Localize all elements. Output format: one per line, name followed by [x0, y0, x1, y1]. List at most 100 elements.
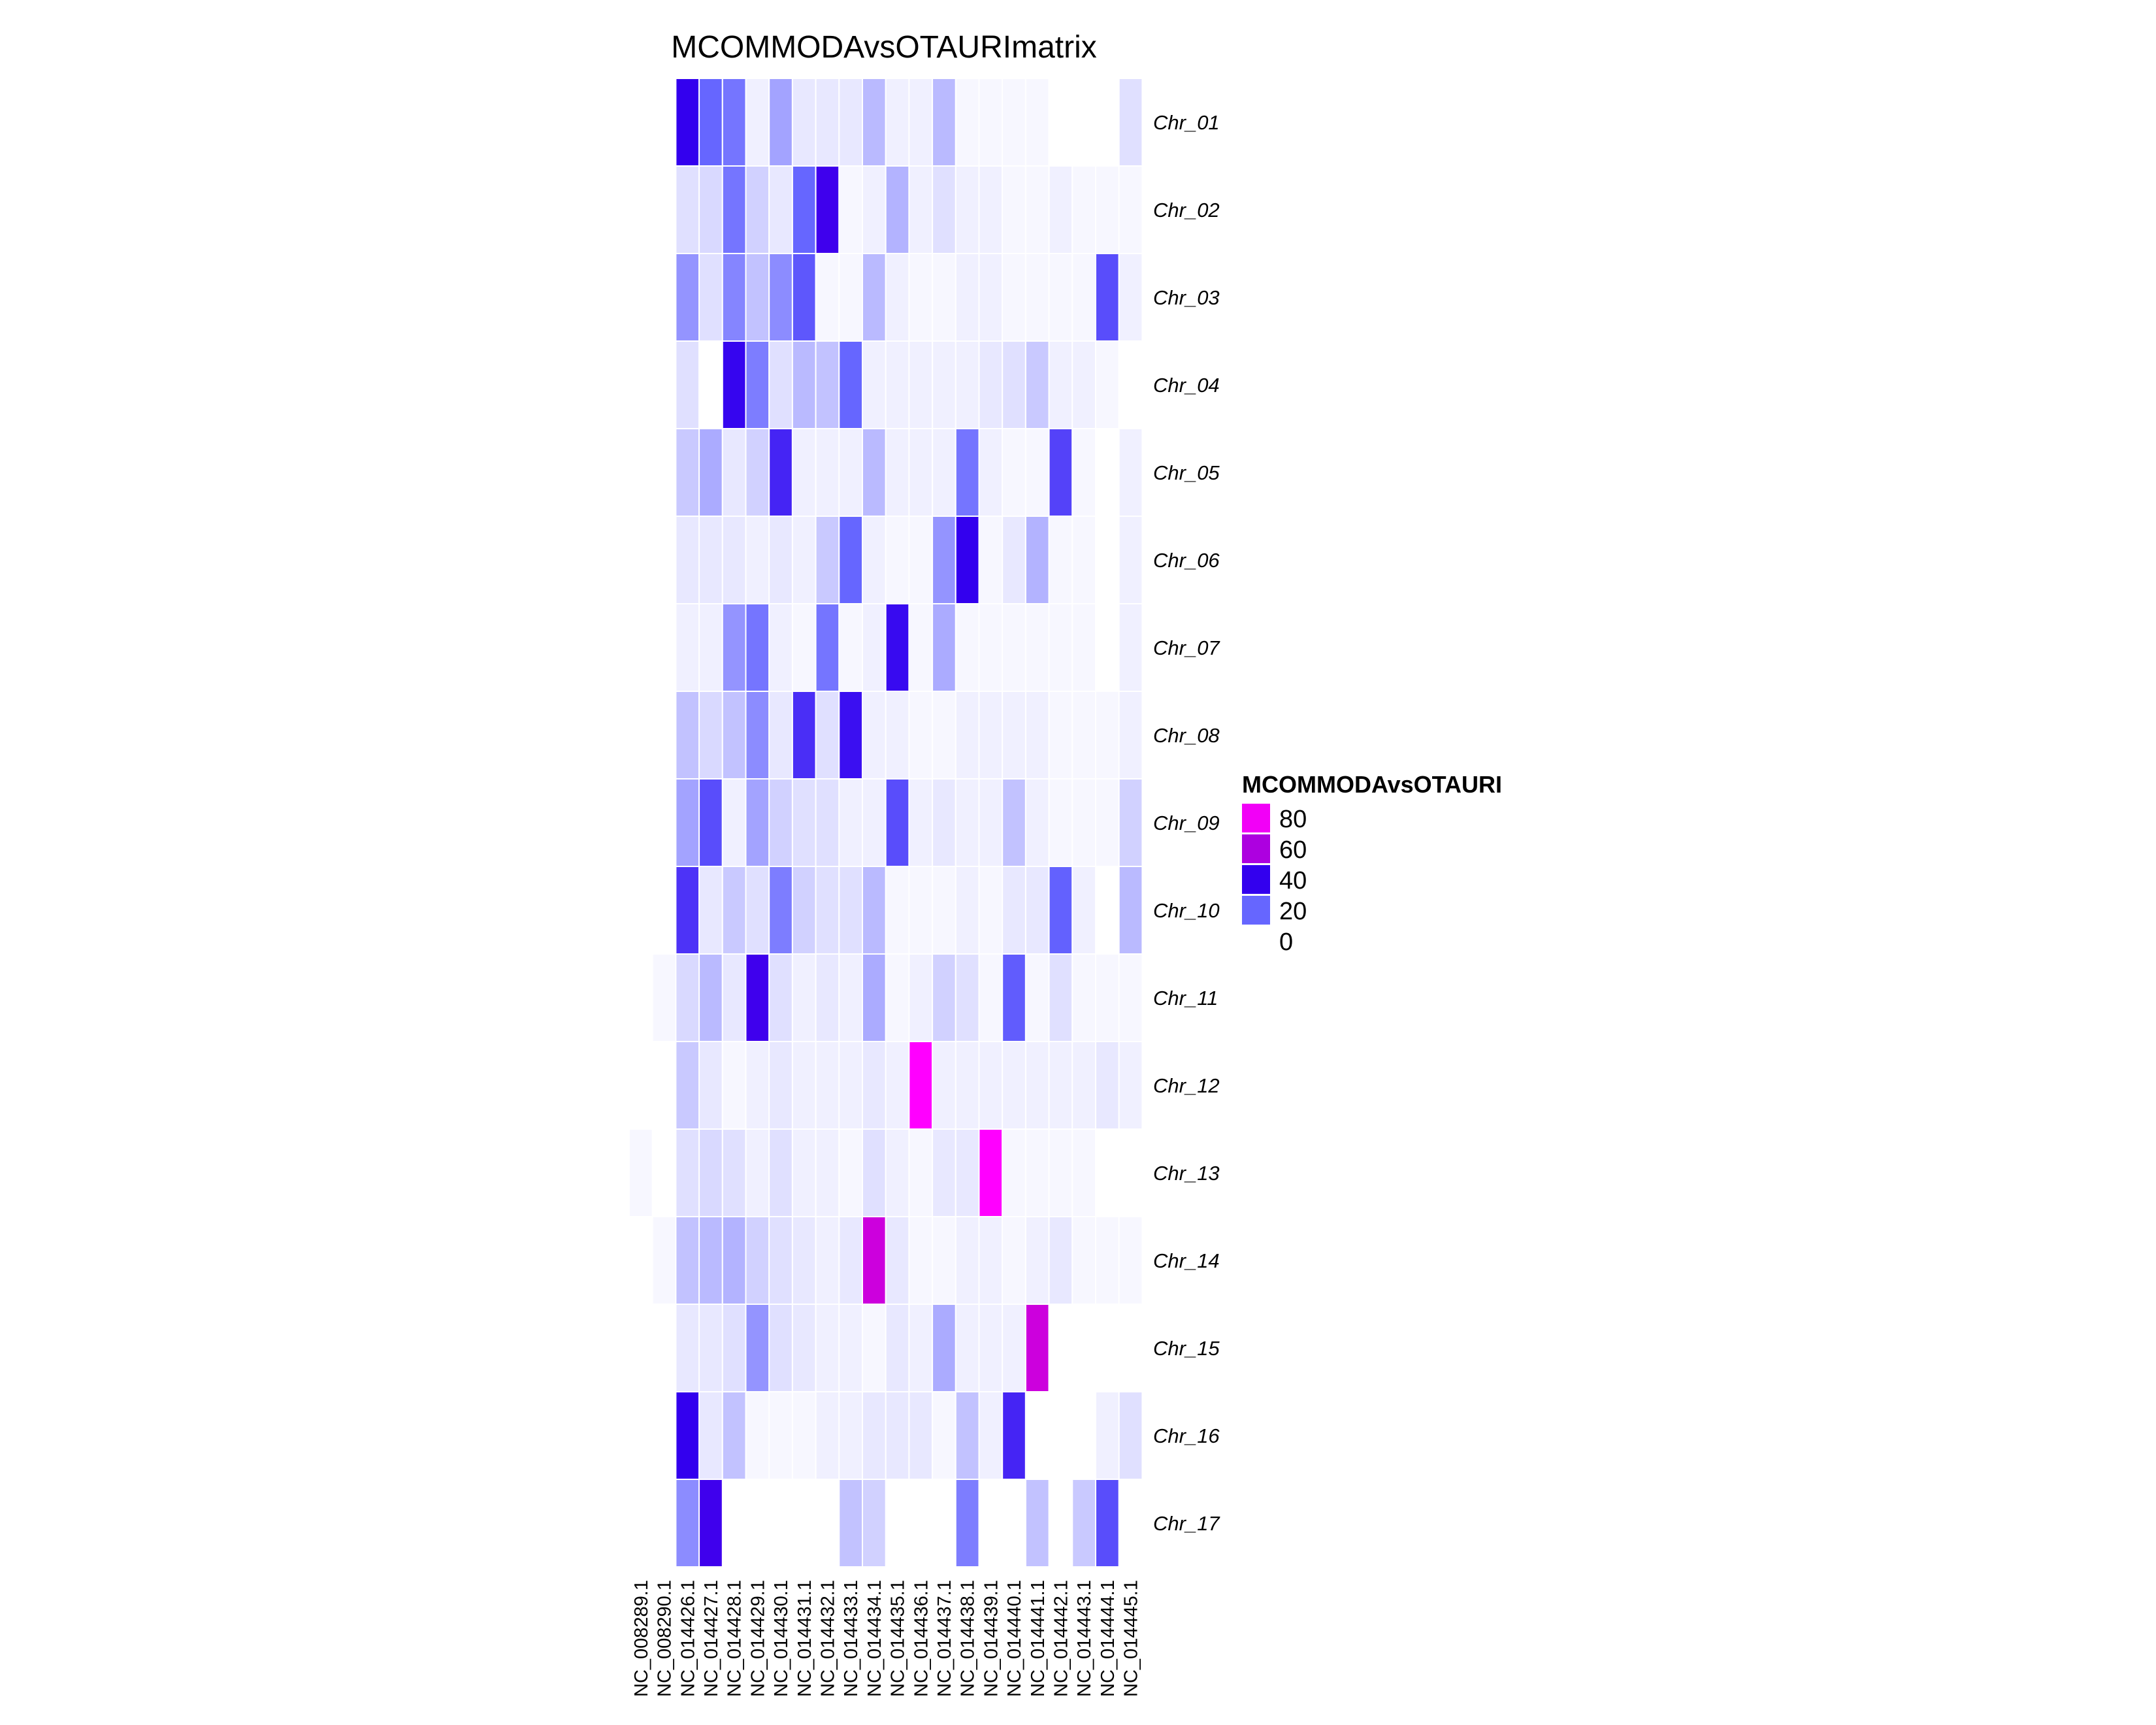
heatmap-cell — [721, 866, 747, 955]
heatmap-cell — [1002, 1216, 1026, 1305]
heatmap-cell — [651, 1216, 677, 1305]
heatmap-cell — [932, 778, 956, 867]
heatmap-cell — [1048, 1216, 1073, 1305]
heatmap-cell — [1095, 1304, 1120, 1392]
heatmap-cell — [1071, 691, 1097, 780]
heatmap-cell — [698, 1391, 723, 1480]
heatmap-cell — [838, 866, 864, 955]
heatmap-cell — [675, 953, 700, 1042]
heatmap-cell — [815, 516, 840, 604]
heatmap-cell — [885, 1304, 910, 1392]
heatmap-cell — [815, 953, 840, 1042]
heatmap-cell — [1071, 253, 1097, 342]
heatmap-cell — [838, 1479, 864, 1568]
heatmap-cell — [1095, 603, 1120, 692]
heatmap-cell — [838, 953, 864, 1042]
heatmap-cell — [955, 165, 980, 254]
heatmap-cell — [815, 340, 840, 429]
heatmap-cell — [862, 1304, 887, 1392]
heatmap-cell — [908, 953, 934, 1042]
heatmap-cell — [1071, 428, 1097, 517]
heatmap-cell — [1118, 953, 1143, 1042]
heatmap-cell — [1095, 1128, 1120, 1217]
heatmap-cell — [1095, 428, 1120, 517]
heatmap-cell — [908, 428, 934, 517]
heatmap-cell — [955, 866, 980, 955]
column-label: NC_014431.1 — [794, 1580, 815, 1697]
heatmap-cell — [1002, 866, 1026, 955]
heatmap-cell — [745, 953, 770, 1042]
heatmap-cell — [1095, 866, 1120, 955]
heatmap-cell — [698, 953, 723, 1042]
heatmap-cell — [768, 1041, 793, 1130]
heatmap-cell — [1002, 778, 1026, 867]
heatmap-cell — [1048, 1391, 1073, 1480]
row-label: Chr_11 — [1153, 987, 1218, 1010]
row-label: Chr_17 — [1153, 1512, 1220, 1535]
row-label: Chr_09 — [1153, 812, 1220, 834]
heatmap-cell — [1095, 1216, 1120, 1305]
heatmap-cell — [908, 1391, 934, 1480]
heatmap-cell — [932, 1391, 956, 1480]
heatmap-cell — [862, 1216, 887, 1305]
heatmap-cell — [768, 340, 793, 429]
heatmap-cell — [768, 603, 793, 692]
column-label: NC_014426.1 — [678, 1580, 698, 1697]
heatmap-cell — [908, 1041, 934, 1130]
color-legend: MCOMMODAvsOTAURI 80 60 40 20 0 — [1242, 771, 1502, 956]
heatmap-cell — [721, 953, 747, 1042]
heatmap-cell — [885, 340, 910, 429]
heatmap-cell — [932, 428, 956, 517]
heatmap-cell — [745, 78, 770, 167]
heatmap-cell — [885, 691, 910, 780]
row-label: Chr_06 — [1153, 549, 1220, 572]
heatmap-cell — [932, 603, 956, 692]
heatmap-cell — [978, 1304, 1004, 1392]
heatmap-cell — [721, 78, 747, 167]
heatmap-cell — [791, 1216, 817, 1305]
heatmap-cell — [721, 603, 747, 692]
heatmap-cell — [955, 1304, 980, 1392]
heatmap-cell — [1024, 1216, 1050, 1305]
heatmap-cell — [908, 866, 934, 955]
heatmap-cell — [698, 1216, 723, 1305]
heatmap-cell — [955, 1128, 980, 1217]
heatmap-cell — [862, 165, 887, 254]
heatmap-cell — [1071, 1041, 1097, 1130]
heatmap-cell — [908, 1216, 934, 1305]
heatmap-cell — [1118, 165, 1143, 254]
heatmap-cell — [838, 603, 864, 692]
heatmap-cell — [815, 165, 840, 254]
heatmap-cell — [1048, 340, 1073, 429]
heatmap-cell — [1095, 691, 1120, 780]
heatmap-cell — [862, 691, 887, 780]
heatmap-cell — [1048, 165, 1073, 254]
column-label: NC_014438.1 — [958, 1580, 979, 1697]
heatmap-cell — [675, 1216, 700, 1305]
heatmap-cell — [1118, 253, 1143, 342]
heatmap-cell — [791, 253, 817, 342]
heatmap-cell — [791, 778, 817, 867]
column-label: NC_014445.1 — [1121, 1580, 1142, 1697]
chart-title: MCOMMODAvsOTAURImatrix — [671, 30, 1097, 65]
heatmap-cell — [1002, 1128, 1026, 1217]
column-label: NC_014443.1 — [1074, 1580, 1095, 1697]
heatmap-cell — [698, 253, 723, 342]
heatmap-cell — [862, 428, 887, 517]
heatmap-cell — [1118, 866, 1143, 955]
heatmap-cell — [885, 1128, 910, 1217]
heatmap-cell — [885, 428, 910, 517]
heatmap-cell — [721, 1304, 747, 1392]
heatmap-cell — [1024, 603, 1050, 692]
heatmap-cell — [1118, 78, 1143, 167]
heatmap-cell — [698, 428, 723, 517]
heatmap-cell — [1118, 1216, 1143, 1305]
heatmap-cell — [721, 165, 747, 254]
column-label: NC_014433.1 — [841, 1580, 862, 1697]
column-label: NC_014444.1 — [1098, 1580, 1119, 1697]
heatmap-cell — [675, 253, 700, 342]
heatmap-cell — [1048, 253, 1073, 342]
heatmap-cell — [791, 953, 817, 1042]
column-label: NC_014430.1 — [771, 1580, 792, 1697]
heatmap-cell — [698, 866, 723, 955]
